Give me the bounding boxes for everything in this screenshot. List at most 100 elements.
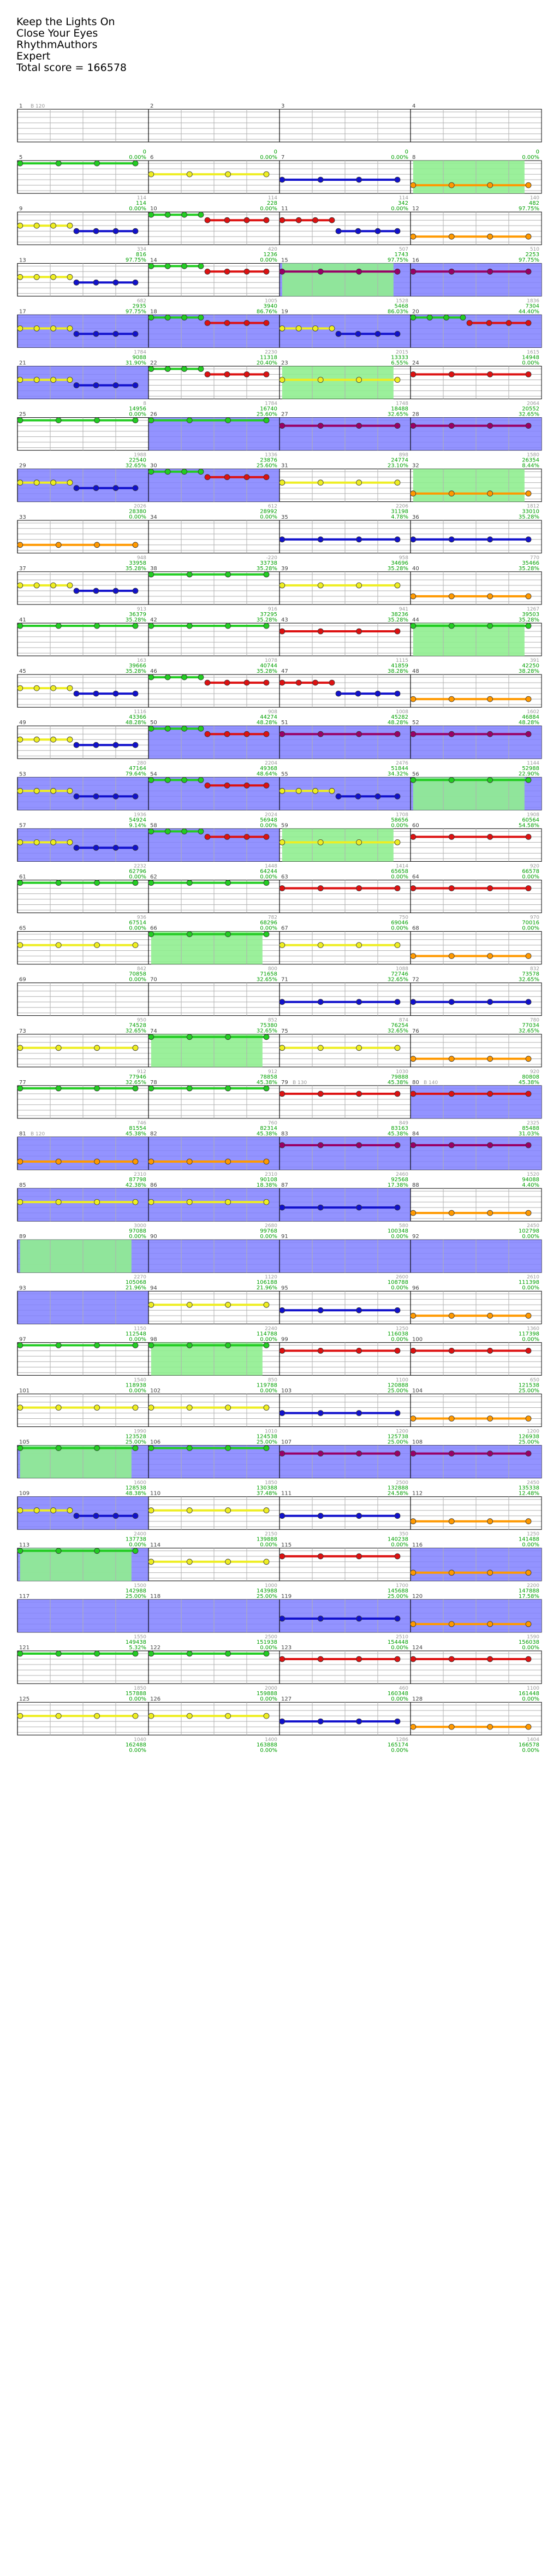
measure-percent: 0.00% <box>260 1234 277 1240</box>
note-gem <box>198 674 204 680</box>
measure-score: 166578 <box>519 1742 539 1748</box>
measure-score: 99768 <box>260 1228 277 1234</box>
note-gem <box>263 1713 270 1719</box>
measure-score: 147888 <box>519 1588 539 1594</box>
note-gem <box>132 417 139 423</box>
note-gem <box>67 736 73 743</box>
note-gem <box>243 474 250 481</box>
note-gem <box>317 1307 324 1313</box>
measure-number: 2 <box>150 103 153 109</box>
note-gem <box>525 320 532 326</box>
note-gem <box>67 222 73 229</box>
measure-score: 60564 <box>522 817 539 823</box>
measure-number: 94 <box>150 1285 157 1291</box>
note-gem <box>487 1450 493 1457</box>
note-gem <box>198 263 204 269</box>
measure-score: 124538 <box>257 1434 277 1440</box>
note-gem <box>148 1034 154 1040</box>
measure-subscore: 350 <box>399 1532 408 1537</box>
measure-subscore: 920 <box>530 1069 539 1075</box>
note-gem <box>33 479 40 486</box>
measure-number: 16 <box>412 257 419 263</box>
staff-row: 292026283800.00%30612289920.00%312206311… <box>17 463 542 520</box>
measure-number: 85 <box>19 1182 26 1188</box>
measure-percent: 0.00% <box>391 206 408 212</box>
note-gem <box>94 1650 100 1657</box>
note-gem <box>317 839 324 845</box>
note-gem <box>356 377 362 383</box>
measure-percent: 0.00% <box>260 206 277 212</box>
note-gem <box>148 469 154 475</box>
note-gem <box>356 1450 362 1457</box>
note-gem <box>50 582 56 589</box>
measure-number: 44 <box>412 617 419 623</box>
note-gem <box>73 845 80 851</box>
note-gem <box>33 377 40 383</box>
measure-score: 54924 <box>129 817 146 823</box>
note-gem <box>279 325 286 331</box>
staff-row: 113150014298825.00%114100014398825.00%11… <box>17 1542 542 1600</box>
note-gem <box>225 1445 231 1452</box>
measure-subscore: 2232 <box>134 863 146 869</box>
measure-number: 97 <box>19 1336 26 1342</box>
measure-subscore: 1936 <box>134 812 146 818</box>
measure-number: 39 <box>281 566 288 572</box>
measure-score: 18488 <box>391 406 408 412</box>
note-gem <box>335 690 342 697</box>
measure-number: 34 <box>150 514 157 520</box>
measure-percent: 0.00% <box>129 874 146 880</box>
note-gem <box>410 1656 417 1662</box>
staff-row: 9311501125480.00%9422401147880.00%951250… <box>17 1285 542 1342</box>
note-gem <box>279 1718 286 1725</box>
note-gem <box>93 690 99 697</box>
note-gem <box>356 731 362 737</box>
note-gem <box>181 828 187 834</box>
note-gem <box>73 382 80 388</box>
note-gem <box>410 777 417 783</box>
measure-percent: 32.65% <box>388 977 408 983</box>
measure-score: 140238 <box>388 1537 408 1543</box>
note-gem <box>148 366 154 372</box>
note-gem <box>525 1416 532 1422</box>
measure-number: 81 <box>19 1131 26 1137</box>
measure-score: 156038 <box>519 1639 539 1645</box>
measure-percent: 9.14% <box>129 822 146 828</box>
song-header: Keep the Lights On Close Your Eyes Rhyth… <box>16 16 127 74</box>
note-gem <box>243 782 250 789</box>
note-gem <box>525 1724 532 1730</box>
measure-score: 69046 <box>391 920 408 926</box>
measure-subscore: 1116 <box>134 709 146 715</box>
measure-score: 165174 <box>388 1742 408 1748</box>
measure-score: 161448 <box>519 1691 539 1697</box>
measure-subscore: 760 <box>268 1121 277 1126</box>
note-gem <box>225 1085 231 1092</box>
measure-score: 76254 <box>391 1023 408 1029</box>
note-gem <box>17 1199 23 1205</box>
note-gem <box>148 623 154 629</box>
note-gem <box>17 1445 23 1452</box>
note-gem <box>448 1621 455 1627</box>
note-gem <box>410 999 417 1005</box>
note-gem <box>486 320 492 326</box>
measure-score: 82314 <box>260 1126 277 1132</box>
measure-score: 90108 <box>260 1177 277 1183</box>
note-gem <box>132 160 139 167</box>
solo-region <box>413 777 525 810</box>
measure-score: 149438 <box>126 1639 146 1645</box>
note-gem <box>356 839 362 845</box>
measure-percent: 35.28% <box>519 566 539 572</box>
measure-score: 85488 <box>522 1126 539 1132</box>
note-gem <box>394 839 401 845</box>
measure-number: 15 <box>281 257 288 263</box>
measure-subscore: 114 <box>268 196 277 201</box>
